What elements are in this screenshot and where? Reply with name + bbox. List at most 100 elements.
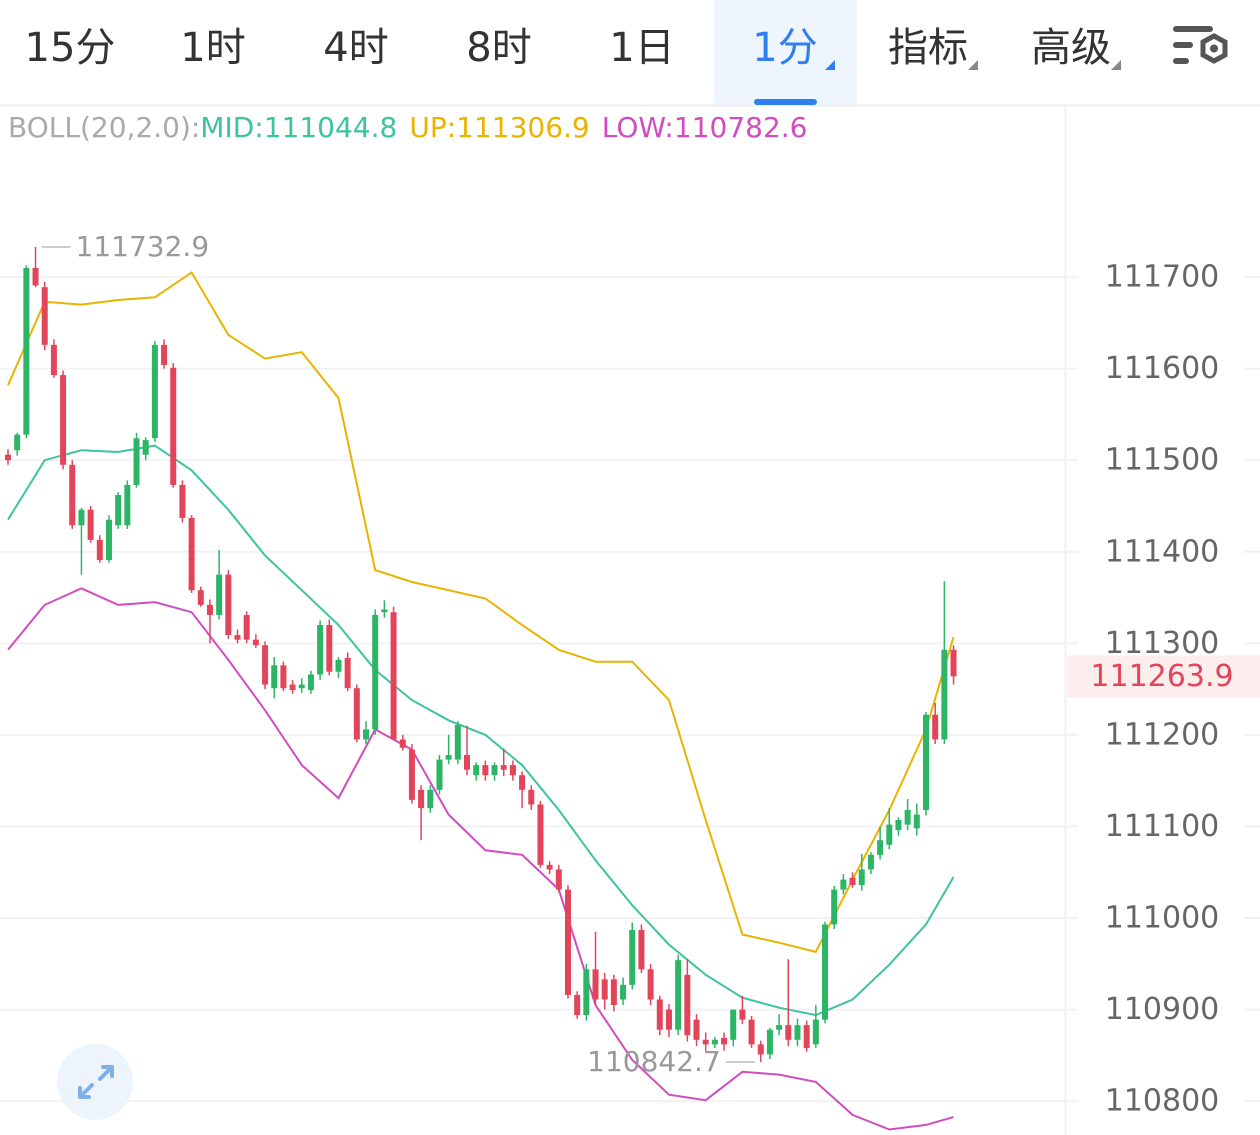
candle-body bbox=[803, 1025, 810, 1049]
candle-body bbox=[665, 1009, 672, 1030]
annotations: 111732.9 110842.7 111263.9 bbox=[41, 230, 1260, 1078]
candle-body bbox=[886, 824, 893, 845]
y-tick-label: 111200 bbox=[1105, 717, 1220, 752]
indicator-label: BOLL(20,2.0): bbox=[8, 111, 200, 144]
candle-body bbox=[32, 267, 39, 286]
candle-body bbox=[151, 344, 158, 439]
min-label: 110842.7 bbox=[587, 1045, 721, 1078]
candle-body bbox=[216, 574, 223, 615]
candle-body bbox=[234, 635, 241, 640]
tab[interactable]: 4时 bbox=[323, 25, 388, 71]
candle-body bbox=[464, 755, 470, 770]
expand-arrows bbox=[78, 1065, 114, 1099]
candle-body bbox=[252, 639, 259, 646]
candle-body bbox=[408, 749, 415, 800]
candle-body bbox=[519, 775, 526, 790]
candle-body bbox=[445, 755, 452, 760]
candle-body bbox=[656, 999, 663, 1030]
candle-body bbox=[537, 804, 544, 865]
candle-body bbox=[335, 659, 342, 672]
candle-body bbox=[344, 657, 351, 689]
candle-body bbox=[69, 464, 76, 526]
candle-body bbox=[776, 1025, 783, 1030]
tab[interactable]: 1时 bbox=[180, 25, 245, 71]
y-tick-label: 111000 bbox=[1105, 901, 1220, 936]
last-price-bg bbox=[1067, 655, 1260, 698]
candle-body bbox=[555, 869, 562, 890]
icon-gear bbox=[1200, 33, 1228, 64]
candles bbox=[5, 247, 957, 1063]
candle-body bbox=[941, 649, 948, 740]
icon-bar bbox=[1173, 26, 1213, 32]
candle-body bbox=[739, 1009, 746, 1020]
candle-body bbox=[418, 789, 425, 809]
candle-body bbox=[87, 509, 94, 540]
candle-body bbox=[500, 765, 507, 770]
candle-body bbox=[564, 889, 571, 995]
candle-body bbox=[840, 879, 847, 890]
candle-body bbox=[363, 729, 370, 740]
settings-icon[interactable] bbox=[1173, 26, 1228, 64]
indicator-value: 111306.9 bbox=[456, 111, 590, 144]
candle-body bbox=[436, 759, 443, 790]
expand-circle bbox=[57, 1044, 133, 1120]
candle-body bbox=[831, 889, 838, 925]
candle-body bbox=[399, 739, 406, 748]
candle-body bbox=[877, 840, 884, 855]
candle-body bbox=[583, 969, 590, 1016]
dropdown-caret bbox=[825, 60, 835, 70]
candle-body bbox=[60, 375, 67, 465]
y-tick-label: 111300 bbox=[1105, 626, 1220, 661]
icon-gear-center bbox=[1210, 44, 1218, 53]
indicator-value: 111044.8 bbox=[264, 111, 398, 144]
candle-body bbox=[647, 969, 654, 1000]
candle-body bbox=[179, 484, 186, 518]
candle-body bbox=[620, 984, 627, 1000]
candle-body bbox=[142, 440, 149, 455]
band-line bbox=[7, 444, 955, 1017]
candle-body bbox=[629, 929, 636, 985]
candle-body bbox=[170, 367, 177, 485]
tab[interactable]: 15分 bbox=[25, 25, 116, 71]
tab[interactable]: 高级 bbox=[1031, 25, 1111, 71]
candle-body bbox=[206, 604, 213, 615]
candle-body bbox=[757, 1044, 764, 1055]
candle-body bbox=[748, 1019, 755, 1045]
candle-body bbox=[289, 684, 296, 691]
tab[interactable]: 1日 bbox=[609, 25, 674, 71]
candle-body bbox=[280, 665, 287, 689]
tab[interactable]: 指标 bbox=[888, 25, 968, 71]
candle-body bbox=[390, 612, 397, 740]
candle-body bbox=[904, 809, 911, 825]
candle-body bbox=[124, 484, 131, 526]
candle-body bbox=[812, 1019, 819, 1045]
candle-body bbox=[225, 574, 232, 636]
candle-body bbox=[822, 924, 829, 1020]
max-label: 111732.9 bbox=[76, 230, 210, 263]
candle-body bbox=[482, 765, 489, 776]
candle-body bbox=[721, 1037, 728, 1045]
dropdown-caret bbox=[968, 60, 978, 70]
icon-bar bbox=[1173, 42, 1193, 48]
grid: 110800 110900 111000 111100 111200 111300 1114… bbox=[0, 260, 1260, 1119]
band-line bbox=[7, 271, 955, 954]
y-tick-label: 111700 bbox=[1105, 260, 1220, 295]
expand-button[interactable] bbox=[57, 1044, 133, 1120]
bands bbox=[7, 271, 955, 1131]
tab[interactable]: 8时 bbox=[466, 25, 531, 71]
candle-body bbox=[932, 714, 939, 740]
y-tick-label: 111600 bbox=[1105, 351, 1220, 386]
candle-body bbox=[849, 877, 856, 886]
candle-body bbox=[638, 929, 645, 970]
candle-body bbox=[693, 1019, 700, 1040]
candle-body bbox=[5, 454, 11, 461]
icon-bar bbox=[1173, 58, 1189, 64]
candle-body bbox=[858, 869, 865, 886]
tab[interactable]: 1分 bbox=[752, 25, 817, 71]
candle-body bbox=[702, 1039, 709, 1045]
candle-body bbox=[262, 645, 269, 685]
candle-body bbox=[188, 517, 195, 591]
candle-body bbox=[326, 625, 333, 672]
candle-body bbox=[592, 969, 599, 1000]
